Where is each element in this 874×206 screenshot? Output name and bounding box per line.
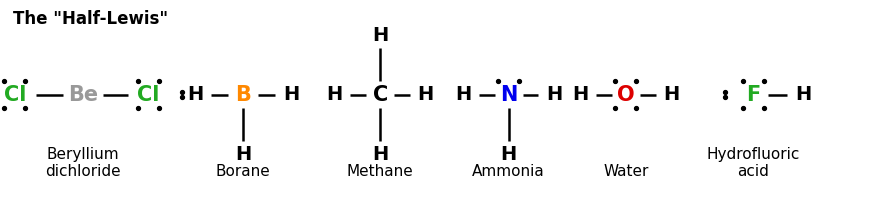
Text: Cl: Cl [137, 85, 160, 105]
Text: Ammonia: Ammonia [472, 164, 545, 179]
Text: Hydrofluoric
acid: Hydrofluoric acid [707, 147, 800, 179]
Text: H: H [795, 85, 811, 104]
Text: F: F [746, 85, 760, 105]
Text: H: H [283, 85, 299, 104]
Text: B: B [235, 85, 251, 105]
Text: H: H [455, 85, 471, 104]
Text: The "Half-Lewis": The "Half-Lewis" [13, 10, 168, 28]
Text: Water: Water [603, 164, 649, 179]
Text: Beryllium
dichloride: Beryllium dichloride [45, 147, 121, 179]
Text: Borane: Borane [216, 164, 270, 179]
Text: H: H [327, 85, 343, 104]
Text: Be: Be [68, 85, 98, 105]
Text: H: H [501, 145, 517, 164]
Text: H: H [372, 26, 388, 44]
Text: H: H [572, 85, 588, 104]
Text: H: H [663, 85, 679, 104]
Text: H: H [546, 85, 562, 104]
Text: H: H [418, 85, 434, 104]
Text: Cl: Cl [3, 85, 26, 105]
Text: H: H [372, 145, 388, 164]
Text: H: H [187, 85, 203, 104]
Text: Methane: Methane [347, 164, 413, 179]
Text: N: N [500, 85, 517, 105]
Text: H: H [235, 145, 251, 164]
Text: O: O [617, 85, 635, 105]
Text: C: C [372, 85, 388, 105]
